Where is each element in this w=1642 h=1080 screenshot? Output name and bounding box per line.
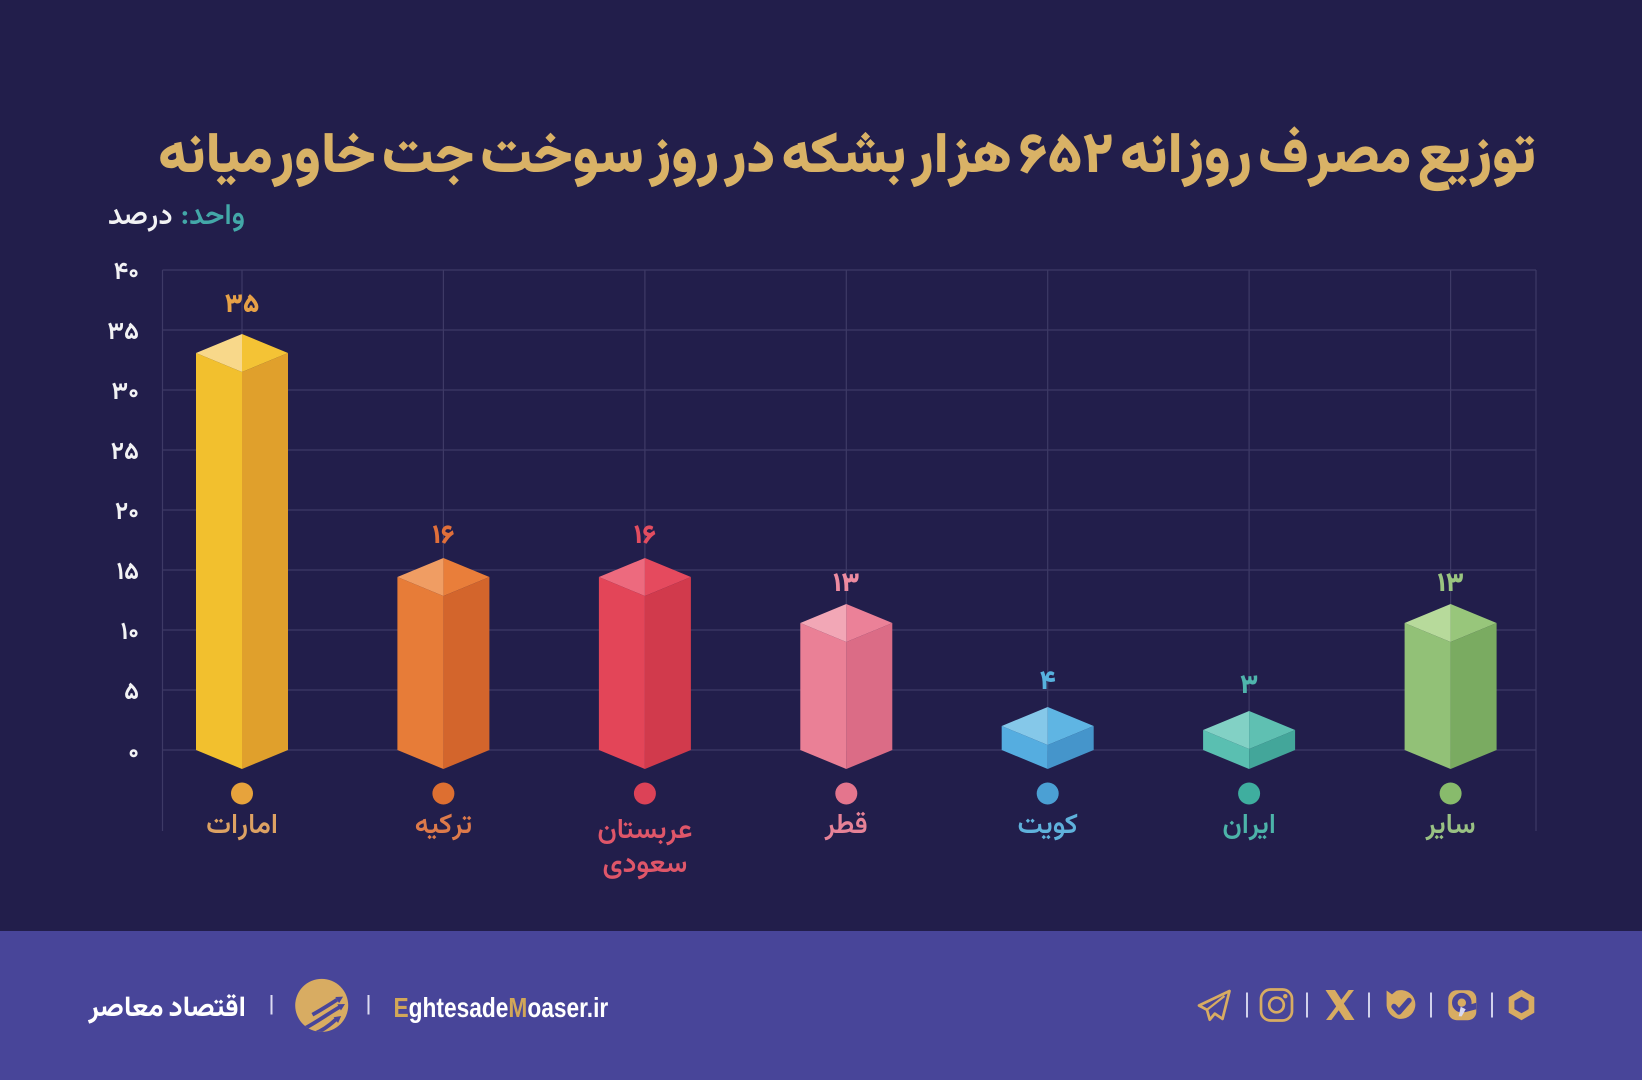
svg-text:oaser.ir: oaser.ir: [527, 993, 608, 1024]
svg-text:M: M: [508, 993, 527, 1024]
svg-text:E: E: [394, 993, 409, 1024]
svg-text:ghtesade: ghtesade: [409, 993, 509, 1024]
